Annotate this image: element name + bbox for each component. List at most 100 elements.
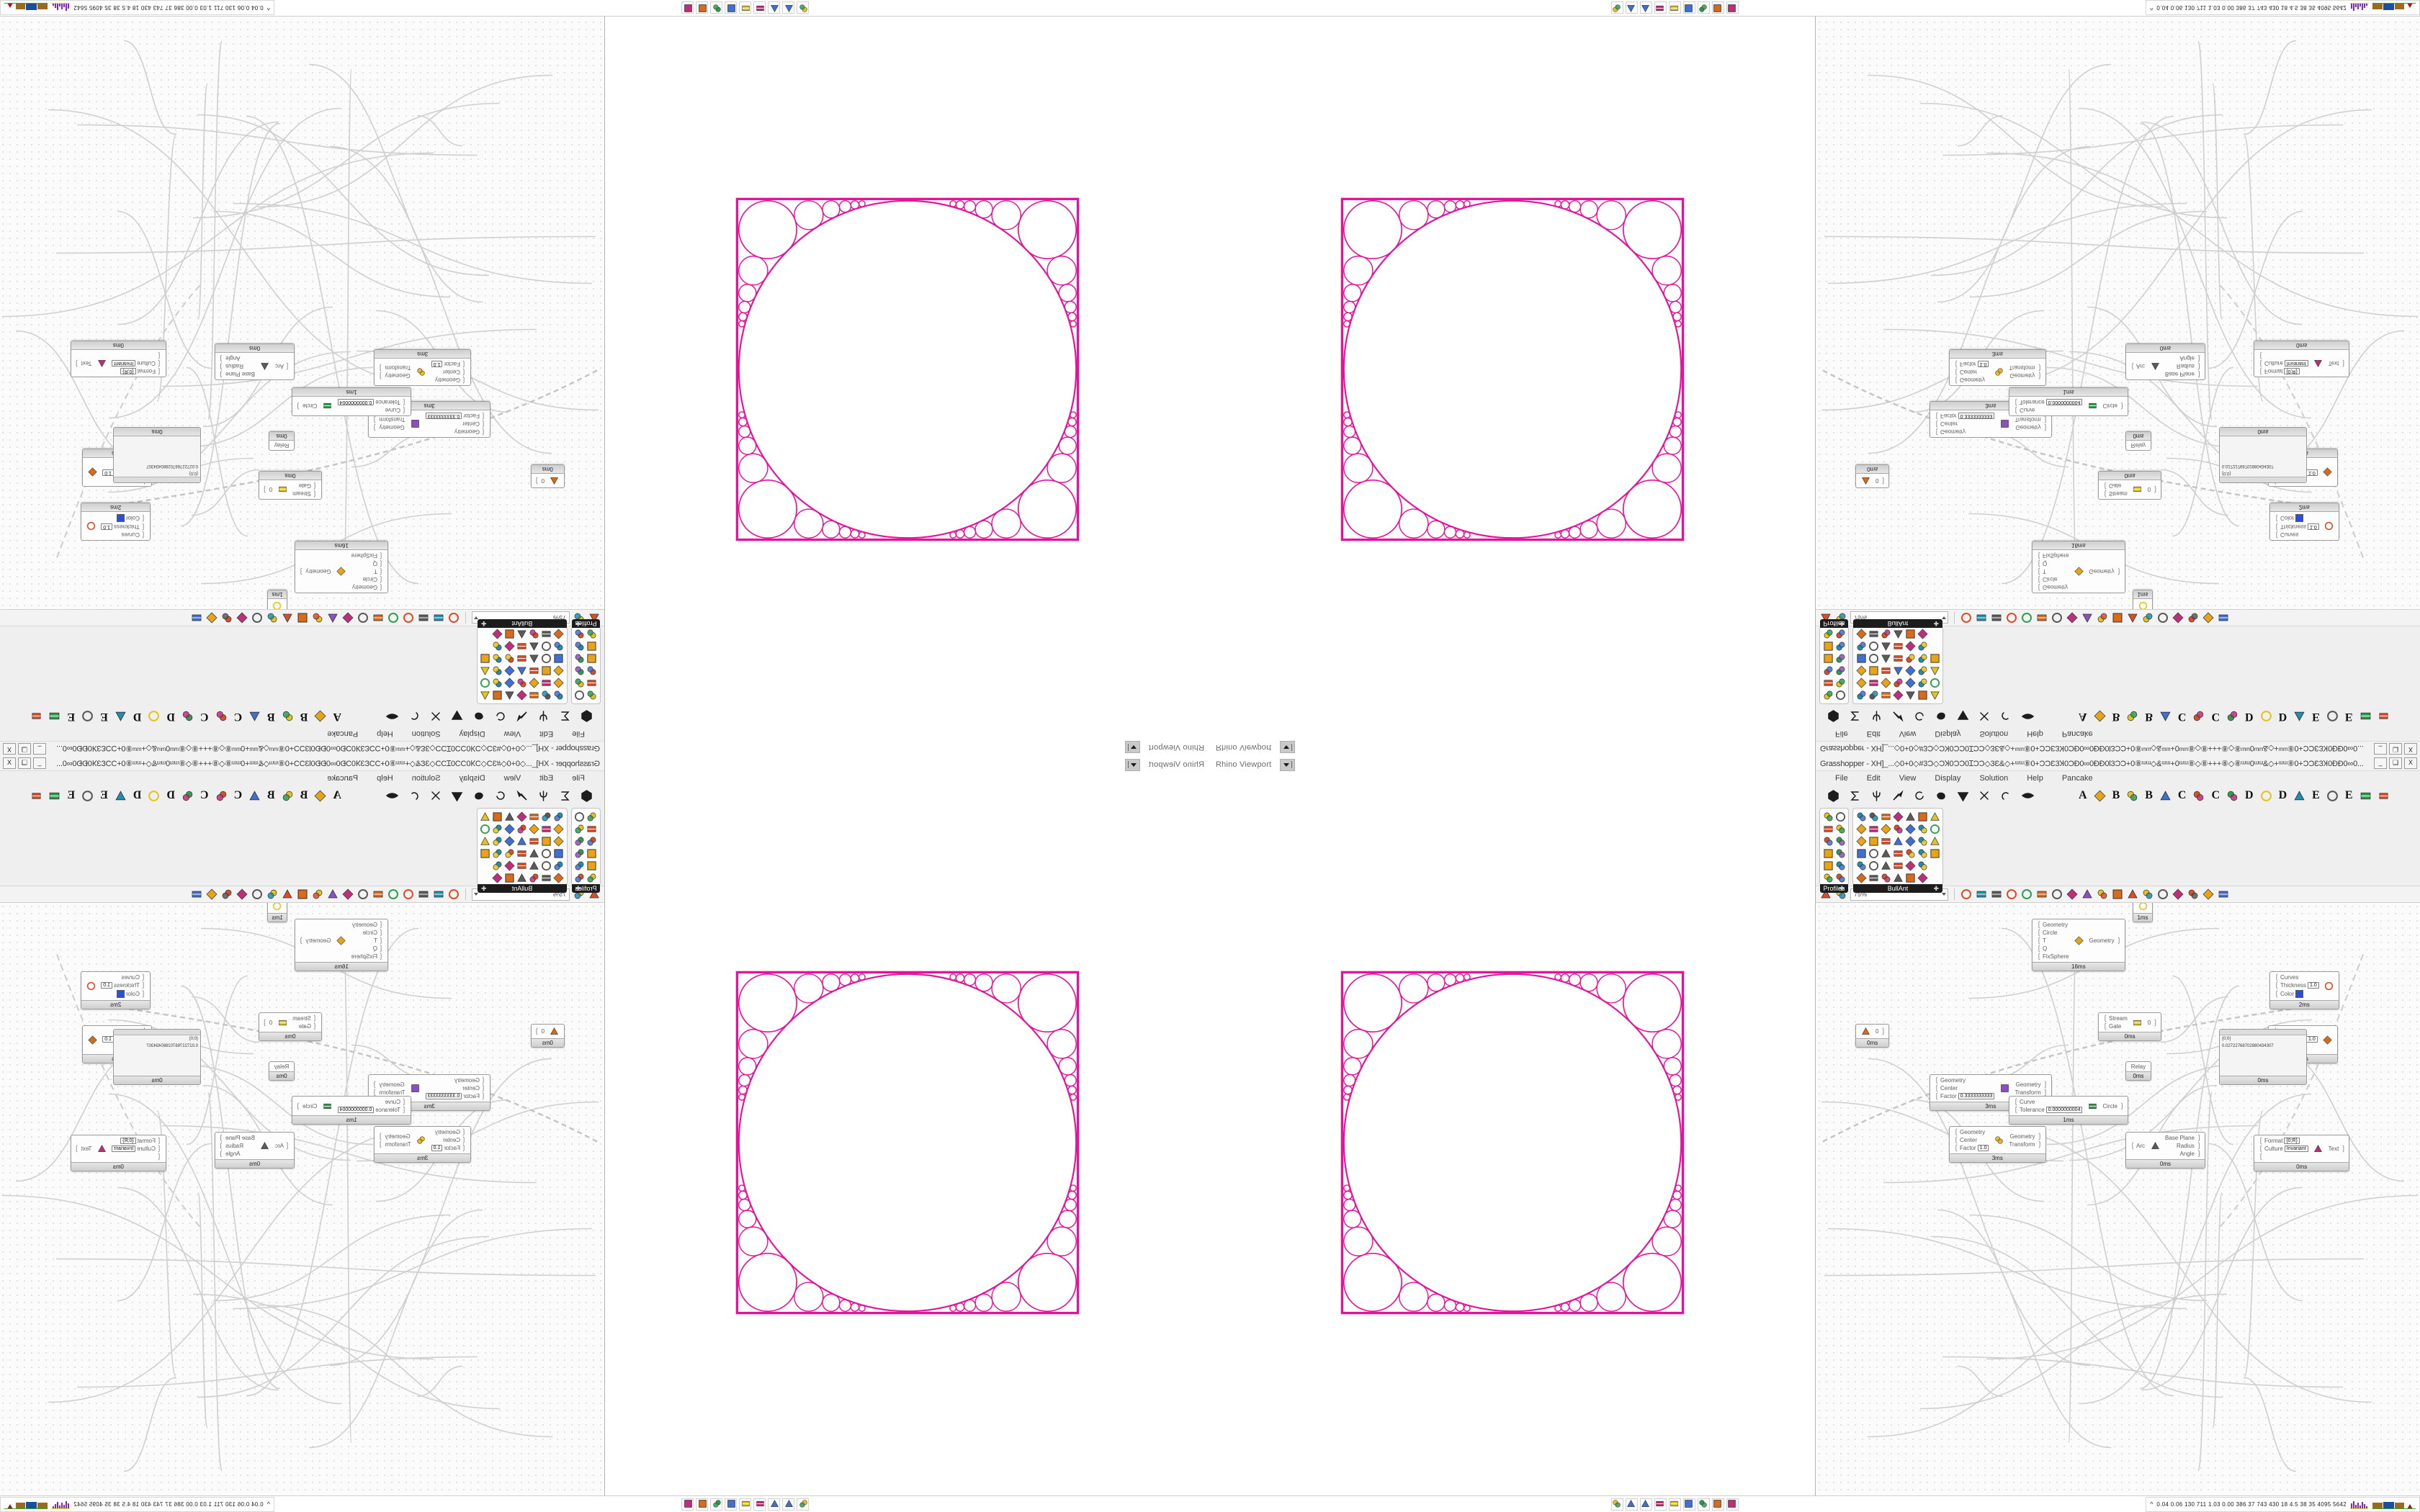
- warp-surface-icon[interactable]: [1917, 690, 1928, 701]
- star-node-icon[interactable]: [1881, 848, 1891, 859]
- seq-arrow-icon[interactable]: [529, 860, 540, 871]
- color-swatch[interactable]: [2295, 514, 2304, 522]
- stream-gate[interactable]: [2133, 485, 2142, 495]
- ring-icon[interactable]: [553, 823, 565, 834]
- mesh-icon[interactable]: [115, 711, 127, 723]
- input-pin[interactable]: ❲: [1953, 360, 1960, 368]
- cone-shade-icon[interactable]: [554, 642, 565, 652]
- gh-node-relay[interactable]: Relay 0ms: [2125, 431, 2151, 451]
- curve-circle[interactable]: [2088, 402, 2097, 411]
- plane-surface-icon[interactable]: [1892, 811, 1904, 822]
- maths-icon[interactable]: [2126, 790, 2138, 802]
- scale-third[interactable]: [411, 1084, 420, 1093]
- red-tri-icon[interactable]: [517, 666, 528, 677]
- grid-tab-icon[interactable]: [2378, 791, 2389, 801]
- vector-icon[interactable]: [215, 790, 228, 802]
- output-pin[interactable]: ❳: [2152, 485, 2159, 494]
- palette-cell[interactable]: [1904, 872, 1916, 883]
- palette-expand-icon[interactable]: ✚: [575, 885, 581, 892]
- input-pin[interactable]: ❲: [377, 575, 384, 583]
- input-pin[interactable]: ❲: [460, 376, 467, 384]
- taskbar-firefox-icon[interactable]: [709, 1498, 722, 1511]
- square-tube-icon[interactable]: [587, 654, 598, 665]
- output-pin[interactable]: ❳: [2115, 937, 2122, 945]
- poly-icon[interactable]: [1881, 666, 1891, 677]
- ribbon-tab-a-0[interactable]: A: [2079, 711, 2087, 723]
- minimize-button[interactable]: _: [33, 757, 46, 769]
- palette-cell[interactable]: [480, 653, 491, 665]
- palette-cell[interactable]: [1880, 690, 1891, 701]
- system-tray[interactable]: ^ 0.04 0.06 130 711 1.03 0.00 386 37 743…: [0, 0, 274, 16]
- palette-cell[interactable]: [516, 629, 528, 640]
- palette-cell[interactable]: [1904, 653, 1916, 665]
- poly-icon[interactable]: [1881, 836, 1891, 847]
- format-text[interactable]: [2313, 359, 2323, 368]
- poly-icon[interactable]: [1893, 848, 1904, 859]
- palette-cell[interactable]: [1868, 835, 1879, 847]
- color-swatch[interactable]: [116, 990, 125, 998]
- grey-drop-icon[interactable]: [2142, 888, 2154, 900]
- red-quad-icon[interactable]: [1881, 629, 1891, 640]
- palette-cell[interactable]: [492, 860, 503, 871]
- input-value[interactable]: {0;R}: [2284, 1138, 2300, 1144]
- palette-name[interactable]: BullAnt ✚: [1853, 619, 1942, 628]
- palette-cell[interactable]: [1892, 835, 1904, 847]
- script-icon[interactable]: [1612, 1499, 1621, 1508]
- i-beam-pick-icon[interactable]: [1835, 824, 1846, 834]
- ring-icon[interactable]: [553, 665, 565, 677]
- ribbon-tab-b-1[interactable]: B: [300, 789, 308, 801]
- taskbar-terminal-icon[interactable]: [681, 1, 694, 14]
- palette-cell[interactable]: [504, 847, 516, 859]
- color-swatch[interactable]: [116, 514, 125, 522]
- ribbon-tab-d-6[interactable]: D: [2278, 711, 2287, 723]
- ribbon-tab-e-7[interactable]: E: [100, 711, 108, 723]
- eye-icon[interactable]: [2022, 790, 2034, 802]
- palette-cell[interactable]: [1904, 629, 1916, 640]
- palette-cell[interactable]: [1880, 678, 1891, 689]
- chevron-down-icon[interactable]: [1942, 616, 1946, 619]
- input-pin[interactable]: ❲: [2036, 937, 2043, 945]
- palette-cell[interactable]: [480, 811, 491, 822]
- palette-cell[interactable]: [1822, 641, 1834, 652]
- warp-surface-icon[interactable]: [493, 690, 503, 701]
- output-pin[interactable]: ❳: [261, 1018, 268, 1027]
- output-pin[interactable]: ❳: [2195, 362, 2202, 370]
- input-pin[interactable]: ❲: [2036, 945, 2043, 953]
- green-drop-icon[interactable]: [221, 612, 233, 624]
- blue-drop-icon[interactable]: [2218, 612, 2229, 624]
- ribbon-tab-c-4[interactable]: C: [200, 789, 209, 801]
- palette-cell[interactable]: [553, 872, 565, 883]
- lock-box-icon[interactable]: [493, 836, 503, 847]
- notes-icon[interactable]: [2051, 888, 2063, 900]
- gh-node-small-param[interactable]: 0 ❳ 0ms: [530, 464, 565, 488]
- palette-cell[interactable]: [1904, 823, 1916, 834]
- curve-icon[interactable]: [182, 790, 194, 802]
- output-pin[interactable]: ❳: [295, 1102, 302, 1110]
- grid-node-icon[interactable]: [1868, 811, 1879, 822]
- input-pin[interactable]: ❲: [140, 990, 146, 998]
- red-drop-icon[interactable]: [251, 612, 263, 624]
- input-pin[interactable]: ❲: [156, 1145, 162, 1153]
- palette-cell[interactable]: [504, 629, 516, 640]
- star-node-icon[interactable]: [1881, 654, 1891, 665]
- input-pin[interactable]: ❲: [156, 367, 162, 375]
- output-pin[interactable]: ❳: [2195, 1142, 2202, 1150]
- palette-cell[interactable]: [1917, 653, 1928, 665]
- gh-node-custom-preview-blue[interactable]: ❲ Curves ❲ Thickness 1.0 ❲ Color 2ms: [2269, 503, 2339, 541]
- output-pin[interactable]: ❳: [261, 485, 268, 494]
- palette-cell[interactable]: [574, 690, 586, 701]
- gh-node-timer-top[interactable]: 1ms: [267, 590, 287, 609]
- params-icon[interactable]: [314, 710, 326, 723]
- i-beam-icon[interactable]: [1835, 654, 1846, 665]
- palette-cell[interactable]: [1929, 811, 1940, 822]
- input-pin[interactable]: ❲: [2274, 531, 2280, 539]
- ribbon-tab-d-6[interactable]: D: [133, 789, 142, 801]
- output-pin[interactable]: ❳: [1880, 477, 1886, 485]
- terminal-icon[interactable]: [1727, 1499, 1736, 1508]
- palette-cell[interactable]: [492, 690, 503, 701]
- palette-cell[interactable]: [541, 823, 552, 834]
- rhino-viewport-tab-label[interactable]: Rhino Viewport: [1216, 760, 1272, 769]
- scale-one[interactable]: [416, 1135, 426, 1145]
- input-pin[interactable]: ❲: [2102, 490, 2109, 498]
- palette-cell[interactable]: [1917, 690, 1928, 701]
